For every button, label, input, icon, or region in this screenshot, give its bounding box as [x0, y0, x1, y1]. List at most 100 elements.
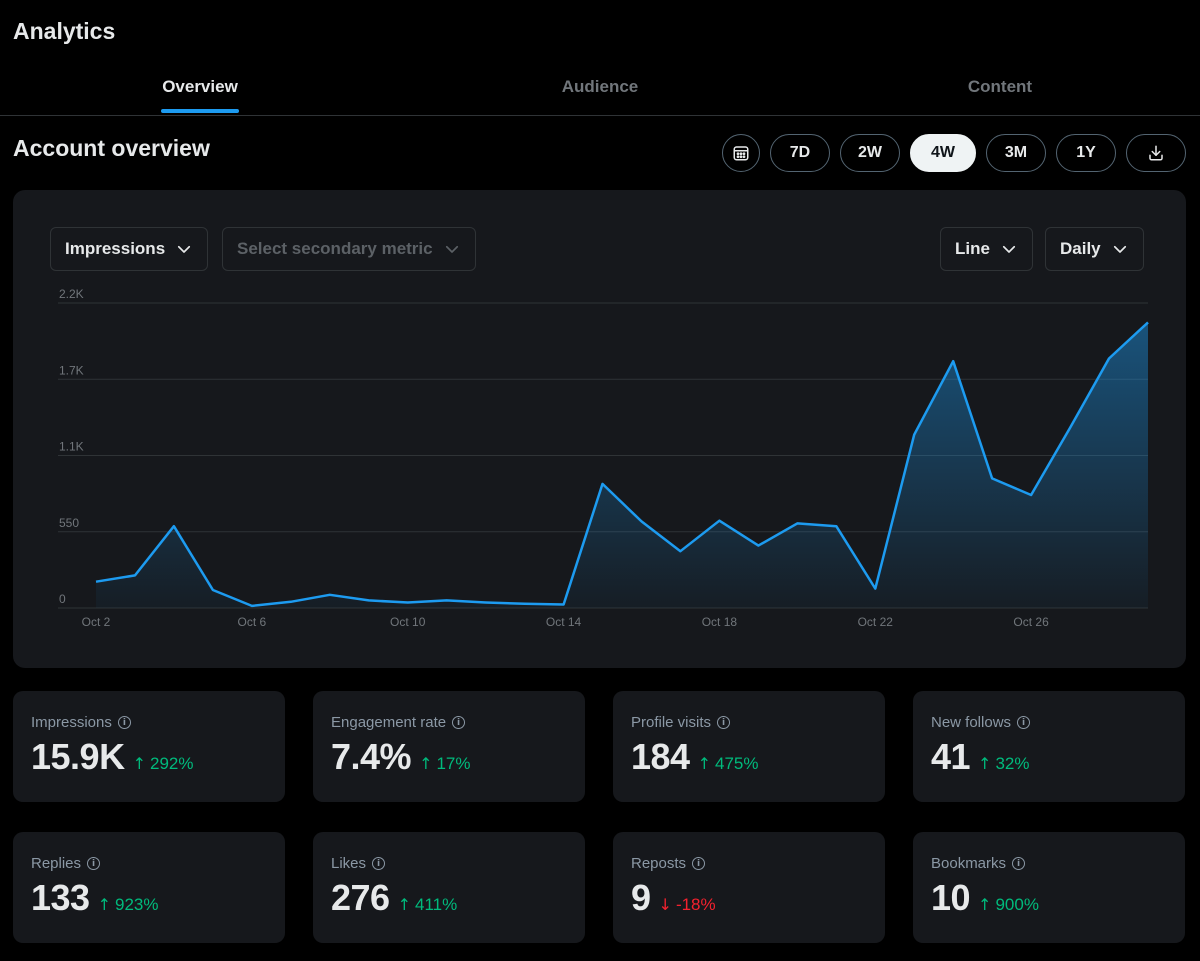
data-point[interactable] — [597, 478, 609, 490]
info-icon[interactable]: i — [117, 716, 131, 729]
tab-overview[interactable]: Overview — [0, 58, 400, 115]
arrow-up-icon: ↑ — [419, 754, 433, 773]
stat-change-value: -18% — [675, 894, 716, 914]
arrow-up-icon: ↑ — [132, 754, 146, 773]
stat-change: ↑ 900% — [978, 895, 1039, 915]
stat-value: 9 — [631, 877, 651, 918]
data-point[interactable] — [558, 599, 570, 611]
data-point[interactable] — [168, 520, 180, 532]
range-1y-button[interactable]: 1Y — [1056, 134, 1116, 172]
range-4w-button[interactable]: 4W — [910, 134, 976, 172]
data-point[interactable] — [207, 584, 219, 596]
chevron-down-icon — [1113, 245, 1126, 253]
arrow-up-icon: ↑ — [697, 754, 711, 773]
range-3m-button[interactable]: 3M — [986, 134, 1046, 172]
data-point[interactable] — [1142, 316, 1154, 328]
stat-card-bookmarks: Bookmarks i 10 ↑ 900% — [913, 832, 1185, 943]
data-point[interactable] — [441, 594, 453, 606]
stat-value: 15.9K — [31, 736, 125, 777]
tab-content-label: Content — [967, 76, 1033, 96]
stat-change: ↓ -18% — [659, 895, 716, 915]
data-point[interactable] — [947, 355, 959, 367]
stat-label-text: Engagement rate — [331, 714, 447, 731]
info-icon[interactable]: i — [452, 716, 466, 729]
tab-audience-label: Audience — [561, 76, 639, 96]
granularity-dropdown[interactable]: Daily — [1045, 227, 1144, 271]
x-tick-label: Oct 22 — [858, 615, 894, 629]
stat-label-text: New follows — [931, 714, 1012, 731]
impressions-chart[interactable]: 0 550 1.1K 1.7K 2.2K Oct 2 Oct 6 Oct 10 Oct 14 Oc… — [13, 190, 1186, 668]
range-7d-button[interactable]: 7D — [770, 134, 830, 172]
stat-row: 41 ↑ 32% — [931, 736, 1029, 778]
y-tick-label: 550 — [59, 516, 79, 530]
stat-change: ↑ 17% — [419, 754, 470, 774]
data-point[interactable] — [402, 596, 414, 608]
stat-value: 7.4% — [331, 736, 412, 777]
range-2w-button[interactable]: 2W — [840, 134, 900, 172]
stat-label: Likes i — [331, 855, 386, 872]
stat-row: 15.9K ↑ 292% — [31, 736, 193, 778]
stat-label-text: Bookmarks — [931, 855, 1007, 872]
data-point[interactable] — [519, 598, 531, 610]
chart-type-dropdown[interactable]: Line — [940, 227, 1033, 271]
data-point[interactable] — [285, 596, 297, 608]
date-range-selector: 7D 2W 4W 3M 1Y — [722, 134, 1186, 172]
chevron-down-icon — [1002, 245, 1016, 253]
download-icon — [1149, 145, 1163, 161]
x-tick-label: Oct 14 — [546, 615, 582, 629]
info-icon[interactable]: i — [717, 716, 731, 729]
data-point[interactable] — [869, 583, 881, 595]
y-tick-label: 2.2K — [59, 287, 84, 301]
data-point[interactable] — [674, 545, 686, 557]
data-point[interactable] — [635, 515, 647, 527]
stat-change: ↑ 292% — [133, 754, 194, 774]
data-point[interactable] — [752, 540, 764, 552]
data-point[interactable] — [1064, 422, 1076, 434]
primary-metric-dropdown[interactable]: Impressions — [50, 227, 209, 271]
tab-content[interactable]: Content — [800, 58, 1200, 115]
stat-row: 9 ↓ -18% — [631, 877, 716, 919]
stat-change-value: 923% — [114, 894, 159, 914]
data-point[interactable] — [246, 600, 258, 612]
x-tick-label: Oct 10 — [390, 615, 426, 629]
arrow-up-icon: ↑ — [978, 895, 992, 914]
primary-metric-label: Impressions — [65, 239, 166, 258]
x-tick-label: Oct 2 — [82, 615, 111, 629]
stat-change-value: 17% — [436, 753, 471, 773]
x-tick-label: Oct 6 — [238, 615, 267, 629]
stat-label: Impressions i — [31, 714, 131, 731]
data-point[interactable] — [791, 517, 803, 529]
series-area — [96, 322, 1148, 608]
stat-row: 7.4% ↑ 17% — [331, 736, 471, 778]
data-point[interactable] — [713, 515, 725, 527]
stat-change: ↑ 32% — [978, 754, 1029, 774]
stat-row: 276 ↑ 411% — [331, 877, 457, 919]
tab-audience[interactable]: Audience — [400, 58, 800, 115]
data-point[interactable] — [90, 576, 102, 588]
info-icon[interactable]: i — [692, 857, 706, 870]
calendar-button[interactable] — [722, 134, 760, 172]
data-point[interactable] — [986, 472, 998, 484]
stat-card-replies: Replies i 133 ↑ 923% — [13, 832, 285, 943]
stat-row: 133 ↑ 923% — [31, 877, 158, 919]
x-tick-label: Oct 18 — [702, 615, 738, 629]
stat-label-text: Profile visits — [631, 714, 712, 731]
info-icon[interactable]: i — [1012, 857, 1026, 870]
stat-label-text: Replies — [31, 855, 82, 872]
secondary-metric-dropdown[interactable]: Select secondary metric — [222, 227, 476, 271]
info-icon[interactable]: i — [87, 857, 101, 870]
data-point[interactable] — [363, 594, 375, 606]
arrow-up-icon: ↑ — [397, 895, 411, 914]
export-button[interactable] — [1126, 134, 1186, 172]
stat-label: Replies i — [31, 855, 101, 872]
info-icon[interactable]: i — [1017, 716, 1031, 729]
data-point[interactable] — [1103, 352, 1115, 364]
data-point[interactable] — [1025, 489, 1037, 501]
stat-change-value: 411% — [414, 894, 458, 914]
data-point[interactable] — [830, 520, 842, 532]
data-point[interactable] — [129, 569, 141, 581]
info-icon[interactable]: i — [372, 857, 386, 870]
data-point[interactable] — [324, 589, 336, 601]
data-point[interactable] — [480, 596, 492, 608]
data-point[interactable] — [908, 429, 920, 441]
